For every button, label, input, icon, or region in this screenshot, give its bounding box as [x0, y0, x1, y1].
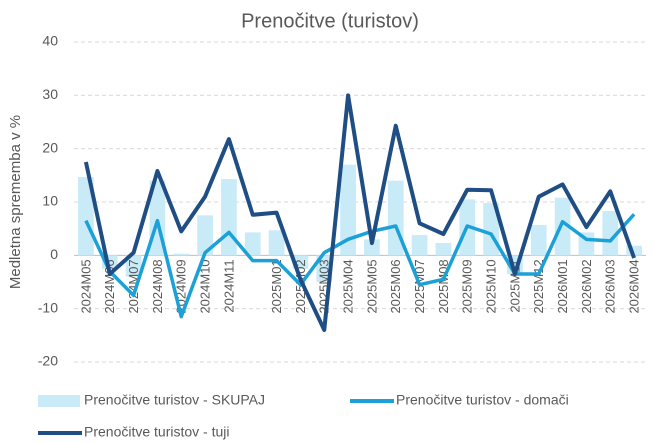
x-tick-label: 2025M10 [484, 259, 499, 313]
bar [340, 164, 356, 256]
y-tick-label: 10 [42, 193, 58, 209]
y-tick-label: 0 [50, 246, 58, 262]
x-tick-label: 2026M02 [579, 259, 594, 313]
y-tick-label: 30 [42, 86, 58, 102]
y-tick-label: 20 [42, 139, 58, 155]
x-tick-label: 2025M09 [460, 259, 475, 313]
x-tick-label: 2025M12 [531, 259, 546, 313]
x-tick-label: 2024M07 [126, 259, 141, 313]
bar [268, 230, 285, 256]
x-tick-label: 2026M03 [603, 259, 618, 313]
legend-label: Prenočitve turistov - tuji [84, 424, 230, 440]
x-tick-label: 2025M01 [269, 259, 284, 313]
bar [244, 232, 261, 256]
bar [435, 243, 452, 256]
line [84, 213, 636, 319]
bar [530, 224, 547, 256]
bar [221, 179, 237, 256]
bar [78, 176, 94, 256]
x-tick-label: 2026M04 [627, 259, 642, 313]
y-tick-label: -10 [38, 299, 58, 315]
line [83, 93, 636, 332]
y-tick-label: -20 [38, 353, 58, 369]
x-tick-label: 2024M10 [198, 259, 213, 313]
bar [125, 255, 142, 277]
x-tick-label: 2024M08 [150, 259, 165, 313]
x-tick-label: 2025M05 [364, 259, 379, 313]
x-tick-label: 2024M11 [221, 259, 236, 312]
bar [626, 245, 642, 256]
x-tick-label: 2026M01 [555, 259, 570, 313]
chart-title: Prenočitve (turistov) [241, 10, 419, 32]
legend-swatch [38, 395, 80, 407]
x-tick-label: 2024M05 [78, 259, 93, 313]
legend-label: Prenočitve turistov - domači [396, 392, 569, 408]
y-tick-label: 40 [42, 33, 58, 49]
bar [602, 211, 619, 256]
y-axis-title: Medletna sprememba v % [7, 115, 24, 289]
bar [173, 253, 190, 256]
bar [364, 239, 380, 256]
x-tick-label: 2025M04 [341, 259, 356, 313]
bar [554, 197, 571, 256]
x-tick-label: 2025M06 [388, 259, 403, 313]
legend-label: Prenočitve turistov - SKUPAJ [84, 392, 265, 408]
bar [197, 215, 213, 256]
bar [411, 235, 428, 256]
